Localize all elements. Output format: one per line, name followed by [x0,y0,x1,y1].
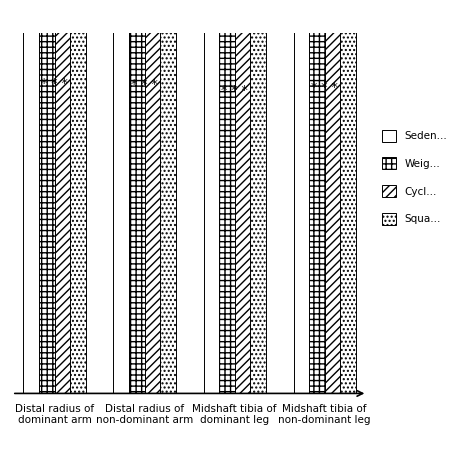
Bar [113,0,129,393]
Bar [160,0,176,393]
Bar [23,0,39,393]
Bar [250,0,266,393]
Bar [309,0,325,393]
Bar [325,0,340,393]
Legend: Seden..., Weig..., Cycl..., Squa...: Seden..., Weig..., Cycl..., Squa... [379,127,450,228]
Bar [70,0,86,393]
Text: * * *: * * * [311,81,338,93]
Bar [219,0,235,393]
Text: * * *: * * * [131,78,158,91]
Bar [145,0,160,393]
Bar [129,0,145,393]
Bar [39,0,55,393]
Bar [340,0,356,393]
Bar [203,0,219,393]
Text: * * *: * * * [41,77,68,90]
Bar [55,0,70,393]
Text: * * *: * * * [221,84,248,97]
Bar [293,0,309,393]
Bar [235,0,250,393]
